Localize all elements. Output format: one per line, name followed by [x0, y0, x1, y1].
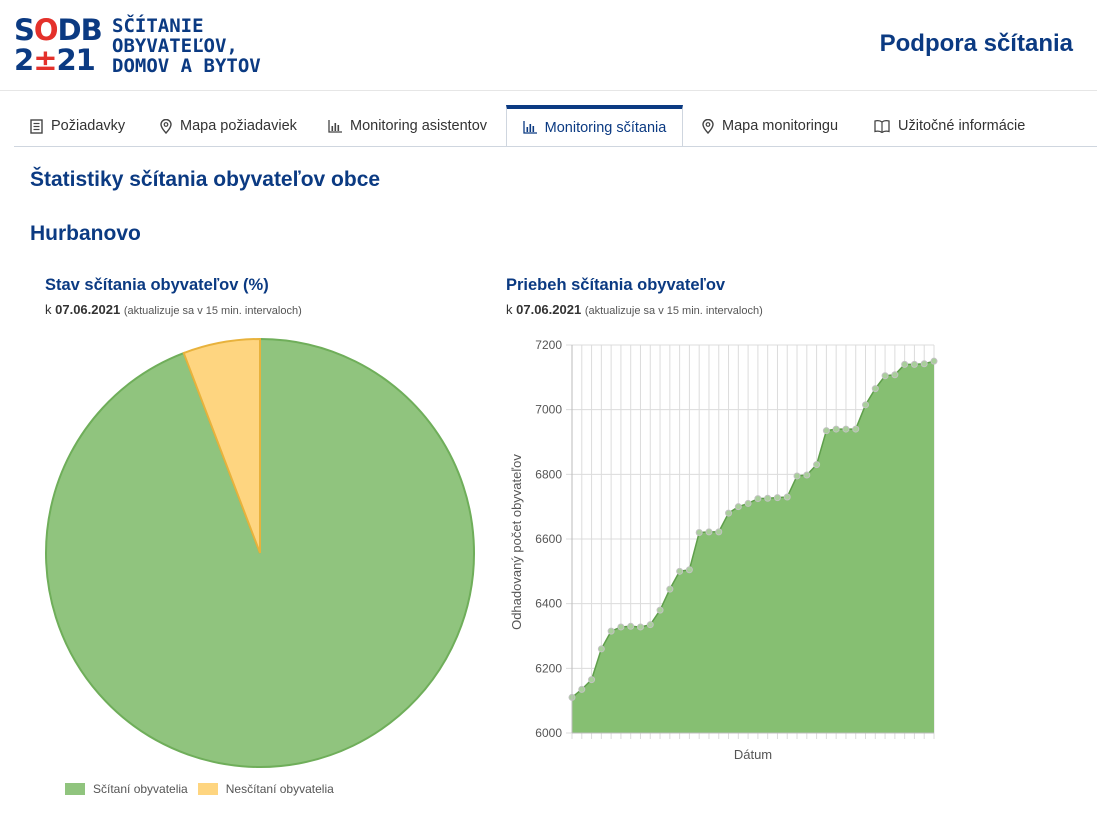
- y-axis-label: Odhadovaný počet obyvateľov: [509, 454, 524, 630]
- y-tick-label: 7000: [535, 403, 562, 417]
- bar-chart-icon: [328, 119, 342, 133]
- tab-monitoring-scitania[interactable]: Monitoring sčítania: [506, 105, 683, 146]
- data-point[interactable]: [832, 425, 840, 433]
- data-point[interactable]: [764, 494, 772, 502]
- data-point[interactable]: [744, 499, 752, 507]
- data-point[interactable]: [862, 401, 870, 409]
- subtitle-prefix: k: [506, 302, 513, 317]
- subtitle-note: (aktualizuje sa v 15 min. intervaloch): [584, 305, 763, 317]
- legend-label: Sčítaní obyvatelia: [93, 782, 188, 796]
- data-point[interactable]: [578, 685, 586, 693]
- tab-monitoring-asistentov[interactable]: Monitoring asistentov: [328, 106, 487, 146]
- data-point[interactable]: [656, 606, 664, 614]
- data-point[interactable]: [734, 503, 742, 511]
- tab-label: Monitoring sčítania: [544, 119, 667, 136]
- pie-chart: [45, 337, 475, 768]
- data-point[interactable]: [607, 627, 615, 635]
- legend-item-scitani[interactable]: Sčítaní obyvatelia: [65, 782, 188, 796]
- subtitle-date: 07.06.2021: [516, 302, 582, 317]
- data-point[interactable]: [783, 493, 791, 501]
- tab-bar: Požiadavky Mapa požiadaviek Monitoring a…: [14, 105, 1097, 147]
- data-point[interactable]: [715, 528, 723, 536]
- city-name: Hurbanovo: [30, 222, 141, 245]
- data-point[interactable]: [881, 372, 889, 380]
- y-tick-label: 6000: [535, 726, 562, 740]
- data-point[interactable]: [822, 427, 830, 435]
- logo-mark-bottom: 2±21: [14, 43, 96, 77]
- subtitle-note: (aktualizuje sa v 15 min. intervaloch): [123, 305, 302, 317]
- sodb-logo[interactable]: SODB 2±21: [14, 13, 103, 78]
- book-icon: [874, 119, 890, 133]
- data-point[interactable]: [597, 645, 605, 653]
- data-point[interactable]: [793, 472, 801, 480]
- y-tick-label: 6200: [535, 661, 562, 675]
- data-point[interactable]: [676, 567, 684, 575]
- tab-poziadavky[interactable]: Požiadavky: [30, 106, 125, 146]
- legend-label: Nesčítaní obyvatelia: [225, 782, 334, 796]
- tab-uzitocne-informacie[interactable]: Užitočné informácie: [874, 106, 1025, 146]
- data-point[interactable]: [891, 371, 899, 379]
- tab-label: Užitočné informácie: [898, 118, 1026, 134]
- pie-slice-1[interactable]: [182, 337, 261, 554]
- logo-mark-top: SODB: [14, 13, 103, 47]
- logo-text-line: SČÍTANIE: [112, 15, 204, 37]
- pie-section-title: Stav sčítania obyvateľov (%): [45, 276, 269, 294]
- data-point[interactable]: [910, 360, 918, 368]
- tab-label: Mapa monitoringu: [722, 118, 839, 134]
- area-fill: [572, 361, 934, 733]
- data-point[interactable]: [803, 471, 811, 479]
- data-point[interactable]: [617, 623, 625, 631]
- pie-section-subtitle: k 07.06.2021 (aktualizuje sa v 15 min. i…: [45, 302, 302, 317]
- legend-item-nescitani[interactable]: Nesčítaní obyvatelia: [197, 782, 334, 796]
- x-axis-label: Dátum: [734, 747, 772, 762]
- tab-mapa-poziadaviek[interactable]: Mapa požiadaviek: [160, 106, 297, 146]
- legend-swatch: [65, 783, 85, 795]
- data-point[interactable]: [871, 385, 879, 393]
- document-icon: [30, 118, 43, 134]
- data-point[interactable]: [754, 495, 762, 503]
- data-point[interactable]: [705, 528, 713, 536]
- data-point[interactable]: [930, 357, 938, 365]
- data-point[interactable]: [920, 360, 928, 368]
- page-title: Štatistiky sčítania obyvateľov obce: [30, 168, 381, 191]
- bar-chart-icon: [522, 121, 537, 134]
- header: SODB 2±21 SČÍTANIE OBYVATEĽOV, DOMOV A B…: [0, 0, 1097, 91]
- data-point[interactable]: [666, 585, 674, 593]
- pie-legend: Sčítaní obyvatelia Nesčítaní obyvatelia: [65, 782, 344, 796]
- data-point[interactable]: [636, 623, 644, 631]
- site-title[interactable]: Podpora sčítania: [879, 30, 1073, 57]
- data-point[interactable]: [695, 529, 703, 537]
- data-point[interactable]: [852, 425, 860, 433]
- data-point[interactable]: [773, 494, 781, 502]
- line-section-subtitle: k 07.06.2021 (aktualizuje sa v 15 min. i…: [506, 302, 763, 317]
- logo-text-line: DOMOV A BYTOV: [112, 55, 261, 77]
- y-tick-label: 6800: [535, 467, 562, 481]
- subtitle-date: 07.06.2021: [55, 302, 121, 317]
- data-point[interactable]: [842, 425, 850, 433]
- y-tick-label: 6400: [535, 597, 562, 611]
- data-point[interactable]: [901, 360, 909, 368]
- tab-label: Mapa požiadaviek: [180, 118, 297, 134]
- line-section-title: Priebeh sčítania obyvateľov: [506, 276, 726, 294]
- tab-label: Monitoring asistentov: [350, 118, 488, 134]
- legend-swatch: [197, 783, 218, 795]
- data-point[interactable]: [588, 676, 596, 684]
- area-chart: 6000 6200 6400 6600 6800 7000 7200 Dátum Odhadov…: [509, 338, 938, 762]
- tab-mapa-monitoringu[interactable]: Mapa monitoringu: [702, 106, 838, 146]
- y-tick-label: 7200: [535, 338, 562, 352]
- data-point[interactable]: [813, 461, 821, 469]
- logo-text-line: OBYVATEĽOV,: [112, 35, 238, 57]
- data-point[interactable]: [685, 566, 693, 574]
- map-pin-icon: [702, 118, 714, 134]
- subtitle-prefix: k: [45, 302, 52, 317]
- logo-text: SČÍTANIE OBYVATEĽOV, DOMOV A BYTOV: [112, 16, 261, 76]
- data-point[interactable]: [725, 509, 733, 517]
- tab-label: Požiadavky: [51, 118, 126, 134]
- data-point[interactable]: [646, 621, 654, 629]
- data-point[interactable]: [627, 622, 635, 630]
- y-tick-label: 6600: [535, 532, 562, 546]
- map-pin-icon: [160, 118, 172, 134]
